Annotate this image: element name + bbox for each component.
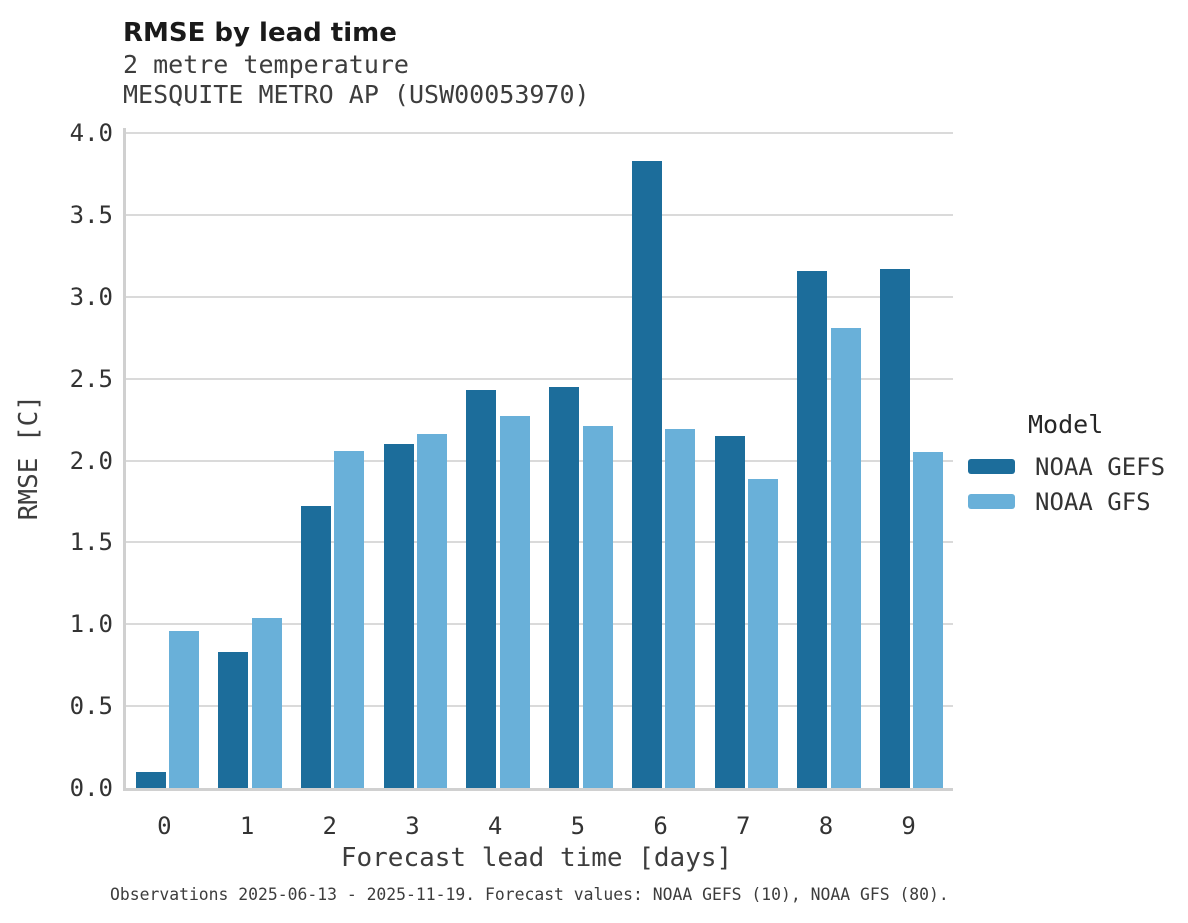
bar-noaa-gefs-day-8 xyxy=(797,270,828,788)
x-tick-7: 7 xyxy=(736,812,751,840)
bar-noaa-gfs-day-9 xyxy=(913,452,944,788)
chart-subtitle-variable: 2 metre temperature xyxy=(123,50,409,79)
legend-label: NOAA GEFS xyxy=(1035,452,1166,481)
bar-noaa-gfs-day-3 xyxy=(417,434,448,788)
legend-items: NOAA GEFS NOAA GFS xyxy=(963,449,1188,519)
y-tick-3.0: 3.0 xyxy=(69,282,113,311)
chart-subtitle-station: MESQUITE METRO AP (USW00053970) xyxy=(123,80,590,109)
y-tick-2.5: 2.5 xyxy=(69,364,113,393)
legend-swatch-noaa-gefs xyxy=(968,459,1015,474)
x-tick-2: 2 xyxy=(322,812,337,840)
gridline-2.0 xyxy=(126,459,953,462)
bar-noaa-gefs-day-2 xyxy=(301,506,332,788)
gridline-1.5 xyxy=(126,541,953,544)
x-tick-5: 5 xyxy=(570,812,586,840)
gridline-1.0 xyxy=(126,623,953,626)
bar-noaa-gefs-day-1 xyxy=(218,652,249,788)
gridline-2.5 xyxy=(126,377,953,380)
bar-noaa-gefs-day-0 xyxy=(135,771,166,788)
legend-title: Model xyxy=(1028,410,1104,439)
legend-swatch-noaa-gfs xyxy=(968,494,1015,509)
gridline-0.5 xyxy=(126,705,953,708)
x-tick-6: 6 xyxy=(653,812,668,840)
x-axis-label: Forecast lead time [days] xyxy=(340,843,733,873)
bar-noaa-gefs-day-7 xyxy=(714,435,745,788)
y-tick-1.5: 1.5 xyxy=(69,528,113,557)
bar-noaa-gfs-day-7 xyxy=(747,478,778,788)
bar-noaa-gfs-day-5 xyxy=(582,426,613,788)
y-tick-1.0: 1.0 xyxy=(69,610,113,639)
legend-item-noaa-gfs: NOAA GFS xyxy=(963,484,1188,519)
legend: Model NOAA GEFS NOAA GFS xyxy=(963,410,1188,519)
bar-noaa-gfs-day-1 xyxy=(251,617,282,788)
gridline-3.5 xyxy=(126,213,953,216)
y-tick-0.0: 0.0 xyxy=(69,774,113,802)
x-tick-1: 1 xyxy=(239,812,255,840)
chart-caption: Observations 2025-06-13 - 2025-11-19. Fo… xyxy=(110,885,949,904)
bar-noaa-gfs-day-8 xyxy=(830,327,861,788)
y-tick-2.0: 2.0 xyxy=(69,446,113,475)
bar-noaa-gefs-day-5 xyxy=(549,386,580,788)
legend-label: NOAA GFS xyxy=(1035,487,1151,516)
gridline-3.0 xyxy=(126,295,953,298)
bar-noaa-gefs-day-3 xyxy=(383,444,414,788)
x-tick-8: 8 xyxy=(818,812,834,840)
x-tick-3: 3 xyxy=(405,812,420,840)
legend-item-noaa-gefs: NOAA GEFS xyxy=(963,449,1188,484)
y-tick-3.5: 3.5 xyxy=(69,200,113,229)
x-tick-0: 0 xyxy=(157,812,172,840)
x-tick-9: 9 xyxy=(901,812,916,840)
chart-header: RMSE by lead time 2 metre temperature ME… xyxy=(123,16,590,110)
bar-noaa-gefs-day-4 xyxy=(466,390,497,788)
y-tick-4.0: 4.0 xyxy=(69,119,113,147)
x-tick-4: 4 xyxy=(487,812,503,840)
bar-noaa-gfs-day-6 xyxy=(665,429,696,788)
y-axis-ticks: 0.0 0.5 1.0 1.5 2.0 2.5 3.0 3.5 4.0 xyxy=(30,119,113,802)
bar-noaa-gfs-day-2 xyxy=(334,450,365,788)
y-tick-0.5: 0.5 xyxy=(69,692,113,721)
chart-title: RMSE by lead time xyxy=(123,18,397,48)
bar-noaa-gfs-day-0 xyxy=(169,630,200,788)
bar-noaa-gfs-day-4 xyxy=(499,416,530,788)
bar-noaa-gefs-day-9 xyxy=(879,268,910,788)
gridline-4.0 xyxy=(126,132,953,134)
bar-noaa-gefs-day-6 xyxy=(631,160,662,788)
x-axis-ticks: 0 1 2 3 4 5 6 7 8 9 xyxy=(123,812,950,842)
plot-area xyxy=(123,128,953,791)
